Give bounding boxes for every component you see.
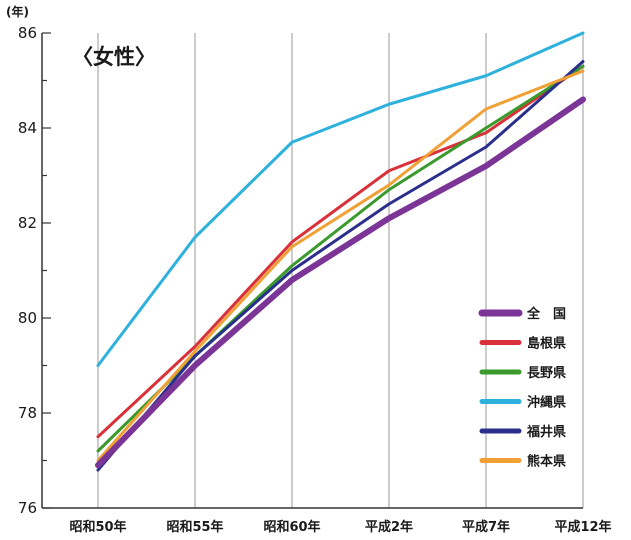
series-line-5 [96,69,585,462]
legend-label: 熊本県 [527,454,566,470]
x-tick-label: 平成7年 [462,519,510,535]
y-tick-label: 76 [18,499,37,517]
y-tick-label: 80 [18,309,37,327]
x-tick-label: 平成12年 [554,519,611,535]
series-line-0 [95,96,586,469]
series-line-1 [96,64,585,439]
chart-title: 〈女性〉 [72,45,156,69]
x-tick-label: 昭和55年 [166,519,223,535]
series-line-4 [96,60,585,472]
x-tick-label: 平成2年 [365,519,413,535]
y-tick-label: 86 [18,24,37,42]
y-axis-unit: (年) [6,4,29,19]
x-tick-label: 昭和60年 [263,519,320,535]
y-tick-label: 78 [18,404,37,422]
legend-label: 全 国 [526,306,566,322]
x-tick-label: 昭和50年 [69,519,126,535]
legend-label: 福井県 [526,424,566,440]
legend-label: 沖縄県 [527,395,566,411]
y-tick-label: 82 [18,214,37,232]
series-lines [95,31,586,472]
series-line-3 [96,31,585,367]
series-line-2 [96,64,585,453]
axes [41,32,583,509]
y-tick-label: 84 [18,119,37,137]
tick-labels: 76 78 80 82 84 86 昭和50年 昭和55年 昭和60年 平成2年 平成7年 平成12年 [18,24,612,535]
legend-label: 島根県 [527,336,566,352]
legend-label: 長野県 [527,366,566,381]
